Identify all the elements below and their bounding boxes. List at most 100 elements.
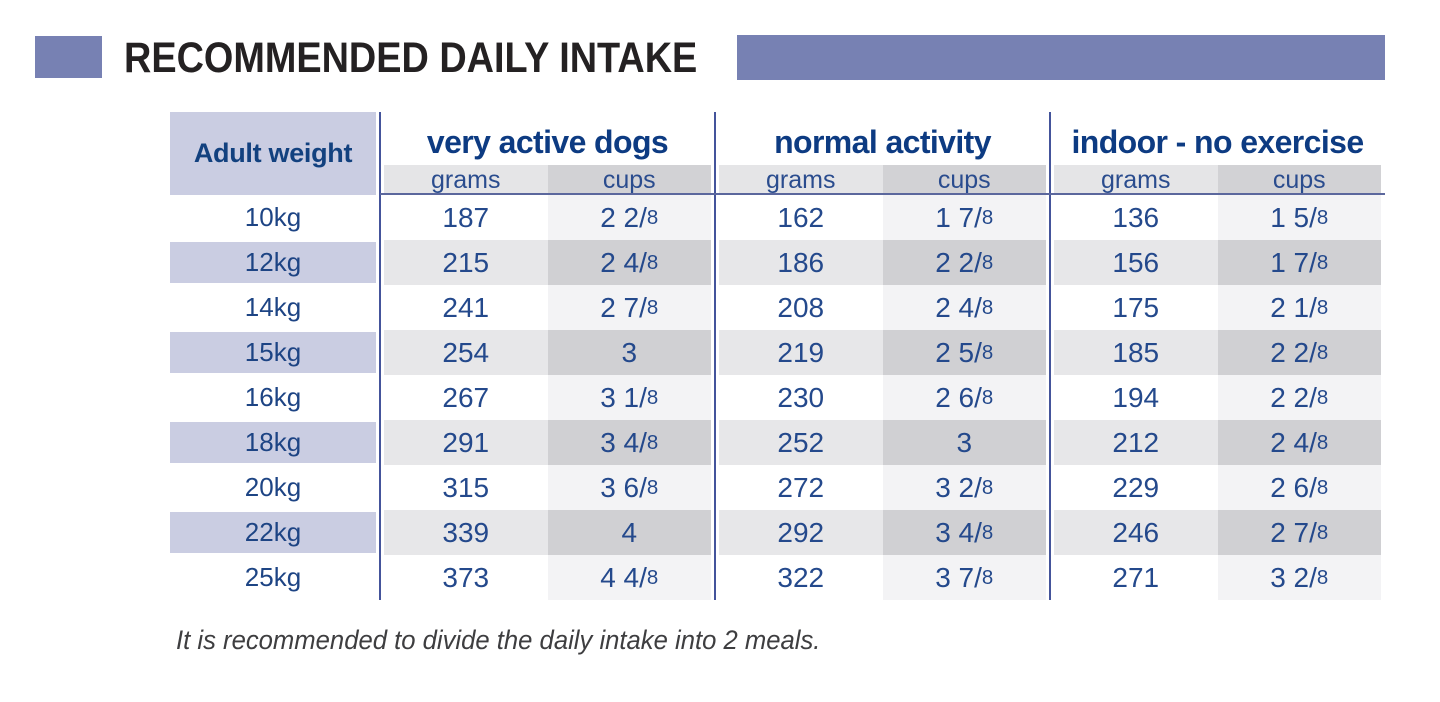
- grams-value-cell: 254: [380, 330, 548, 375]
- cups-value-cell: 2 2/8: [1217, 330, 1385, 375]
- unit-header-cups: cups: [1217, 165, 1385, 195]
- weight-cell: 20kg: [170, 465, 380, 510]
- fraction-denominator: 8: [646, 565, 659, 589]
- fraction-denominator: 8: [646, 205, 659, 229]
- grams-value-cell: 187: [380, 195, 548, 240]
- grams-value-cell: 175: [1050, 285, 1218, 330]
- column-divider: [379, 112, 381, 600]
- cups-value-cell: 2 7/8: [1217, 510, 1385, 555]
- cups-value-cell: 2 4/8: [547, 240, 715, 285]
- grams-value-cell: 162: [715, 195, 883, 240]
- grams-value-cell: 194: [1050, 375, 1218, 420]
- fraction-denominator: 8: [1316, 250, 1329, 274]
- grams-value-cell: 252: [715, 420, 883, 465]
- fraction-denominator: 8: [1316, 475, 1329, 499]
- cups-value-cell: 1 7/8: [1217, 240, 1385, 285]
- fraction-denominator: 8: [1316, 340, 1329, 364]
- cups-value-cell: 1 7/8: [882, 195, 1050, 240]
- cups-value-cell: 4: [547, 510, 715, 555]
- cups-value-cell: 3: [882, 420, 1050, 465]
- weight-cell: 25kg: [170, 555, 380, 600]
- fraction-denominator: 8: [646, 385, 659, 409]
- cups-value-cell: 2 4/8: [1217, 420, 1385, 465]
- cups-value-cell: 2 5/8: [882, 330, 1050, 375]
- fraction-denominator: 8: [1316, 295, 1329, 319]
- weight-cell: 14kg: [170, 285, 380, 330]
- grams-value-cell: 241: [380, 285, 548, 330]
- weight-cell: 12kg: [170, 240, 380, 285]
- grams-value-cell: 246: [1050, 510, 1218, 555]
- fraction-denominator: 8: [1316, 520, 1329, 544]
- cups-value-cell: 3 4/8: [547, 420, 715, 465]
- fraction-denominator: 8: [981, 520, 994, 544]
- cups-value-cell: 3 6/8: [547, 465, 715, 510]
- weight-cell: 15kg: [170, 330, 380, 375]
- fraction-denominator: 8: [646, 475, 659, 499]
- column-divider: [714, 112, 716, 600]
- cups-value-cell: 2 2/8: [1217, 375, 1385, 420]
- title-accent-bar: [737, 35, 1385, 80]
- footnote: It is recommended to divide the daily in…: [176, 625, 821, 655]
- fraction-denominator: 8: [981, 250, 994, 274]
- grams-value-cell: 185: [1050, 330, 1218, 375]
- cups-value-cell: 2 7/8: [547, 285, 715, 330]
- grams-value-cell: 212: [1050, 420, 1218, 465]
- cups-value-cell: 3 1/8: [547, 375, 715, 420]
- weight-cell: 18kg: [170, 420, 380, 465]
- grams-value-cell: 322: [715, 555, 883, 600]
- cups-value-cell: 2 6/8: [1217, 465, 1385, 510]
- cups-value-cell: 3: [547, 330, 715, 375]
- cups-value-cell: 2 2/8: [547, 195, 715, 240]
- fraction-denominator: 8: [1316, 205, 1329, 229]
- fraction-denominator: 8: [1316, 565, 1329, 589]
- unit-header-cups: cups: [547, 165, 715, 195]
- grams-value-cell: 215: [380, 240, 548, 285]
- grams-value-cell: 230: [715, 375, 883, 420]
- column-divider: [1049, 112, 1051, 600]
- grams-value-cell: 315: [380, 465, 548, 510]
- grams-value-cell: 267: [380, 375, 548, 420]
- grams-value-cell: 291: [380, 420, 548, 465]
- cups-value-cell: 2 1/8: [1217, 285, 1385, 330]
- fraction-denominator: 8: [646, 250, 659, 274]
- fraction-denominator: 8: [981, 295, 994, 319]
- fraction-denominator: 8: [981, 340, 994, 364]
- cups-value-cell: 2 6/8: [882, 375, 1050, 420]
- group-header-very-active: very active dogs: [426, 124, 669, 160]
- title-accent-square: [35, 36, 102, 78]
- cups-value-cell: 3 2/8: [1217, 555, 1385, 600]
- unit-header-grams: grams: [380, 165, 548, 195]
- adult-weight-header: Adult weight: [170, 112, 380, 195]
- subheader-divider: [380, 193, 1385, 195]
- group-header-normal-activity: normal activity: [774, 124, 991, 160]
- grams-value-cell: 219: [715, 330, 883, 375]
- fraction-denominator: 8: [646, 430, 659, 454]
- grams-value-cell: 229: [1050, 465, 1218, 510]
- grams-value-cell: 186: [715, 240, 883, 285]
- grams-value-cell: 208: [715, 285, 883, 330]
- daily-intake-table: Adult weight very active dogs normal act…: [170, 112, 1385, 600]
- fraction-denominator: 8: [981, 385, 994, 409]
- cups-value-cell: 2 2/8: [882, 240, 1050, 285]
- cups-value-cell: 4 4/8: [547, 555, 715, 600]
- grams-value-cell: 271: [1050, 555, 1218, 600]
- fraction-denominator: 8: [981, 205, 994, 229]
- fraction-denominator: 8: [1316, 430, 1329, 454]
- cups-value-cell: 1 5/8: [1217, 195, 1385, 240]
- weight-cell: 22kg: [170, 510, 380, 555]
- fraction-denominator: 8: [646, 295, 659, 319]
- cups-value-cell: 3 7/8: [882, 555, 1050, 600]
- fraction-denominator: 8: [1316, 385, 1329, 409]
- grams-value-cell: 292: [715, 510, 883, 555]
- grams-value-cell: 373: [380, 555, 548, 600]
- cups-value-cell: 3 2/8: [882, 465, 1050, 510]
- unit-header-grams: grams: [715, 165, 883, 195]
- fraction-denominator: 8: [981, 475, 994, 499]
- unit-header-grams: grams: [1050, 165, 1218, 195]
- unit-header-cups: cups: [882, 165, 1050, 195]
- grams-value-cell: 339: [380, 510, 548, 555]
- cups-value-cell: 2 4/8: [882, 285, 1050, 330]
- cups-value-cell: 3 4/8: [882, 510, 1050, 555]
- page-title: RECOMMENDED DAILY INTAKE: [124, 34, 698, 82]
